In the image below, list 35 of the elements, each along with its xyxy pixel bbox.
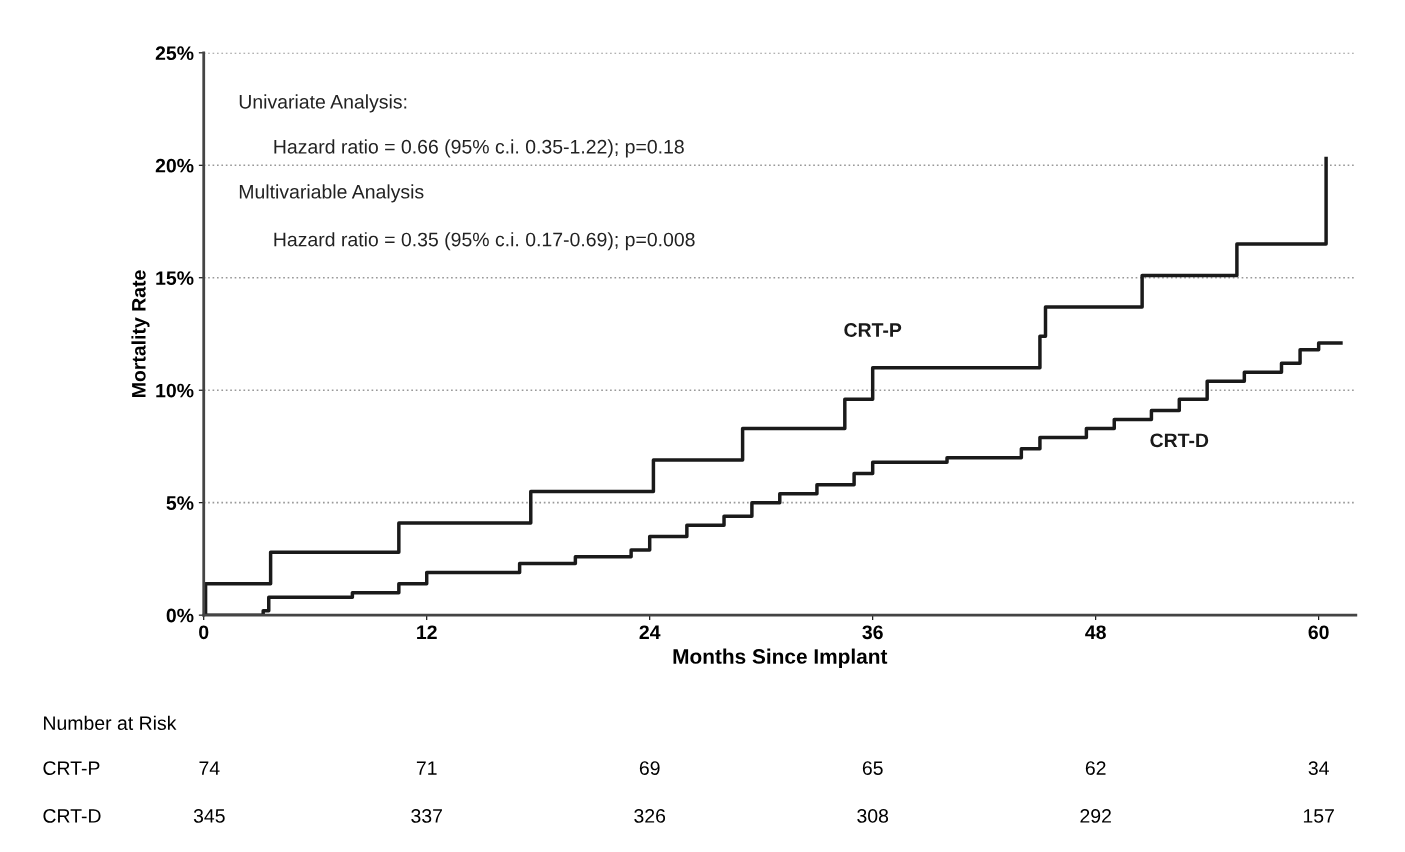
x-tick-label: 60 bbox=[1308, 625, 1329, 640]
text: CRT-D bbox=[43, 809, 101, 823]
y-axis-title: Mortality Rate bbox=[131, 270, 150, 397]
annotation: Univariate Analysis: bbox=[239, 94, 407, 113]
annotation: Hazard ratio = 0.35 (95% c.i. 0.17-0.69); p=0.008 bbox=[274, 232, 695, 251]
x-tick-label: 48 bbox=[1085, 625, 1106, 640]
x-tick-label: 24 bbox=[639, 625, 661, 639]
text: 157 bbox=[1303, 809, 1334, 823]
y-tick-label: 10% bbox=[156, 383, 194, 398]
annotation: Multivariable Analysis bbox=[239, 184, 424, 203]
text: 69 bbox=[639, 761, 660, 775]
y-tick-label: 20% bbox=[155, 158, 194, 173]
text: CRT-P bbox=[43, 761, 100, 775]
y-tick-label: 0% bbox=[166, 608, 194, 623]
annotation: Hazard ratio = 0.66 (95% c.i. 0.35-1.22); p=0.18 bbox=[274, 139, 684, 158]
text: 74 bbox=[199, 761, 220, 775]
x-tick-label: 36 bbox=[862, 625, 883, 640]
text: 62 bbox=[1085, 761, 1106, 775]
x-tick-label: 12 bbox=[417, 625, 437, 639]
text: 345 bbox=[193, 809, 225, 823]
text: Number at Risk bbox=[44, 715, 177, 731]
x-tick-label: 0 bbox=[199, 625, 209, 640]
y-tick-label: 15% bbox=[156, 271, 194, 285]
text: 65 bbox=[862, 761, 883, 775]
text: 71 bbox=[416, 761, 437, 775]
text: 34 bbox=[1308, 761, 1329, 775]
x-axis-title: Months Since Implant bbox=[673, 648, 888, 668]
text: 337 bbox=[411, 809, 442, 823]
text: 326 bbox=[634, 809, 666, 823]
y-tick-label: 25% bbox=[155, 46, 194, 61]
y-tick-label: 5% bbox=[166, 496, 194, 510]
text: 308 bbox=[857, 809, 889, 823]
text: 292 bbox=[1080, 809, 1111, 823]
series-label: CRT-P bbox=[844, 323, 902, 337]
series-label: CRT-D bbox=[1150, 433, 1209, 448]
